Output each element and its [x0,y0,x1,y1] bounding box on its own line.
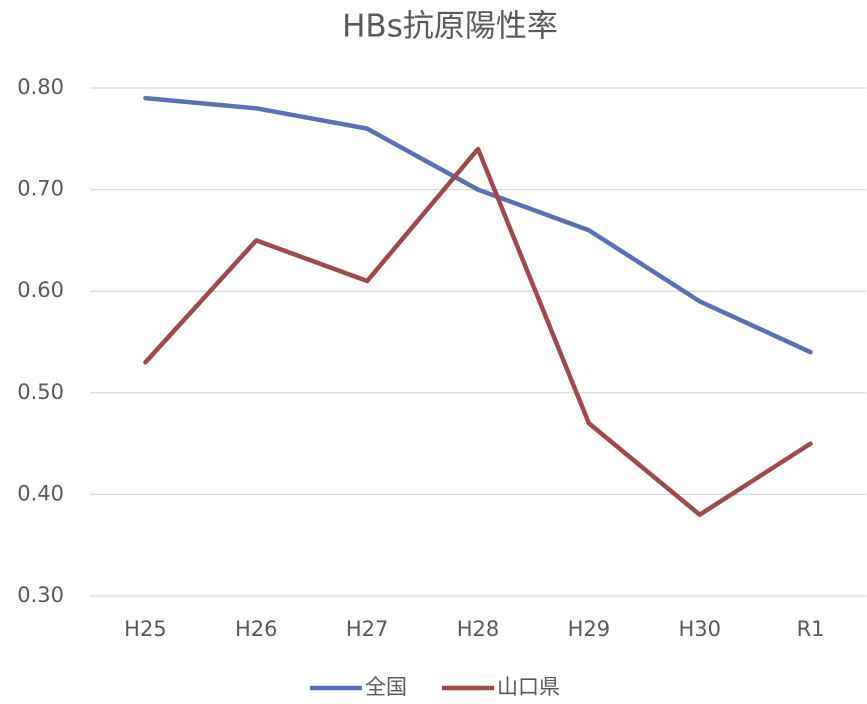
y-tick-label: 0.70 [17,177,64,201]
x-tick-label: R1 [797,617,825,641]
x-tick-label: H29 [568,617,611,641]
x-tick-label: H27 [346,617,389,641]
legend-label: 山口県 [497,675,560,699]
x-tick-label: H28 [457,617,500,641]
x-tick-label: H26 [235,617,278,641]
series-line [143,146,813,517]
chart-title: HBs抗原陽性率 [342,9,558,45]
y-tick-label: 0.60 [17,278,64,302]
x-tick-label: H30 [678,617,721,641]
legend-label: 全国 [365,675,407,699]
y-tick-label: 0.80 [17,75,64,99]
y-tick-label: 0.40 [17,481,64,505]
x-tick-label: H25 [124,617,167,641]
y-tick-label: 0.50 [17,380,64,404]
series-line [143,95,813,355]
y-tick-label: 0.30 [17,583,64,607]
